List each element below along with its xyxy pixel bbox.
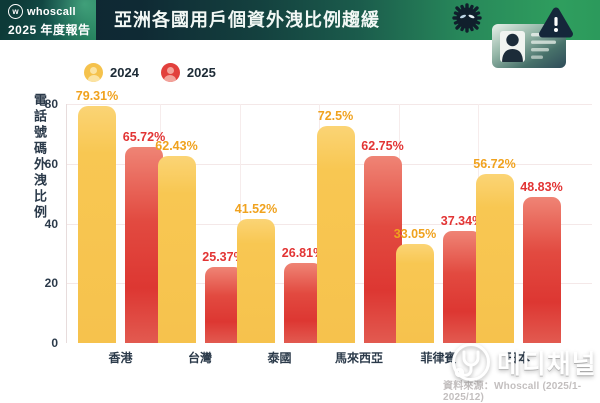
source-note: 資料來源：Whoscall (2025/1-2025/12) [443, 381, 582, 403]
value-label-2025-香港: 65.72% [122, 129, 166, 144]
watermark-logo: 메디채널 [449, 341, 597, 383]
x-axis-label: 菲律賓 [420, 351, 457, 365]
y-axis-line [66, 104, 67, 343]
warning-triangle-icon [539, 7, 573, 38]
gridline [66, 104, 592, 105]
y-axis-tick: 0 [51, 336, 58, 350]
bar-2024-香港 [78, 106, 116, 343]
value-label-2024-台灣: 62.43% [155, 139, 198, 154]
x-axis-label: 台灣 [187, 351, 213, 365]
y-axis-tick: 20 [44, 276, 58, 291]
x-axis-label: 泰國 [267, 351, 292, 365]
legend-label: 2025 [186, 65, 216, 80]
y-axis-title: 電話號碼外洩比例 [32, 93, 47, 221]
legend-label: 2024 [110, 65, 139, 80]
bar-2024-泰國 [237, 218, 275, 343]
brand-name: whoscall [27, 5, 76, 18]
bar-2025-泰國 [284, 262, 322, 343]
bar-2025-日本 [522, 197, 561, 343]
brand-subtitle: 2025 年度報告 [8, 23, 91, 37]
bar-2025-香港 [125, 146, 163, 343]
bar-2025-菲律賓 [443, 231, 481, 343]
x-axis-label: 日本 [505, 351, 531, 365]
bar-2024-馬來西亞 [316, 126, 355, 343]
stethoscope-icon [452, 343, 490, 381]
legend-item-2025: 2025 [160, 63, 216, 82]
y-axis-tick: 40 [44, 216, 58, 231]
value-label-2024-馬來西亞: 72.5% [317, 109, 354, 124]
watermark-text: 메디채널 [497, 348, 597, 379]
value-label-2025-日本: 48.83% [520, 180, 563, 195]
brand-block: w whoscall 2025 年度報告 [0, 0, 96, 40]
x-axis-label: 馬來西亞 [334, 351, 384, 365]
value-label-2024-泰國: 41.52% [234, 201, 278, 216]
bar-2025-台灣 [204, 267, 243, 343]
value-label-2024-菲律賓: 33.05% [393, 227, 437, 242]
value-label-2025-馬來西亞: 62.75% [361, 138, 404, 153]
whoscall-logo-icon: w [8, 4, 23, 19]
bar-2024-台灣 [157, 156, 196, 343]
x-axis-label: 香港 [108, 351, 133, 365]
person-avatar-icon [160, 63, 180, 82]
person-avatar-icon [84, 63, 103, 82]
header-banner: w whoscall 2025 年度報告 亞洲各國用戶個資外洩比例趨緩 [0, 0, 600, 40]
value-label-2025-台灣: 25.37% [202, 250, 245, 265]
y-axis-tick: 60 [44, 156, 58, 171]
chart-legend: 2024 2025 [84, 63, 216, 82]
value-label-2025-泰國: 26.81% [281, 245, 325, 260]
value-label-2025-菲律賓: 37.34% [440, 214, 484, 229]
bar-2025-馬來西亞 [363, 155, 402, 343]
y-axis-tick: 80 [44, 97, 58, 111]
value-label-2024-日本: 56.72% [473, 156, 516, 171]
bar-2024-日本 [475, 173, 514, 343]
virus-icon [452, 3, 482, 33]
legend-item-2024: 2024 [84, 63, 139, 82]
value-label-2024-香港: 79.31% [75, 89, 119, 104]
page-title: 亞洲各國用戶個資外洩比例趨緩 [114, 10, 380, 30]
bar-2024-菲律賓 [396, 244, 434, 343]
